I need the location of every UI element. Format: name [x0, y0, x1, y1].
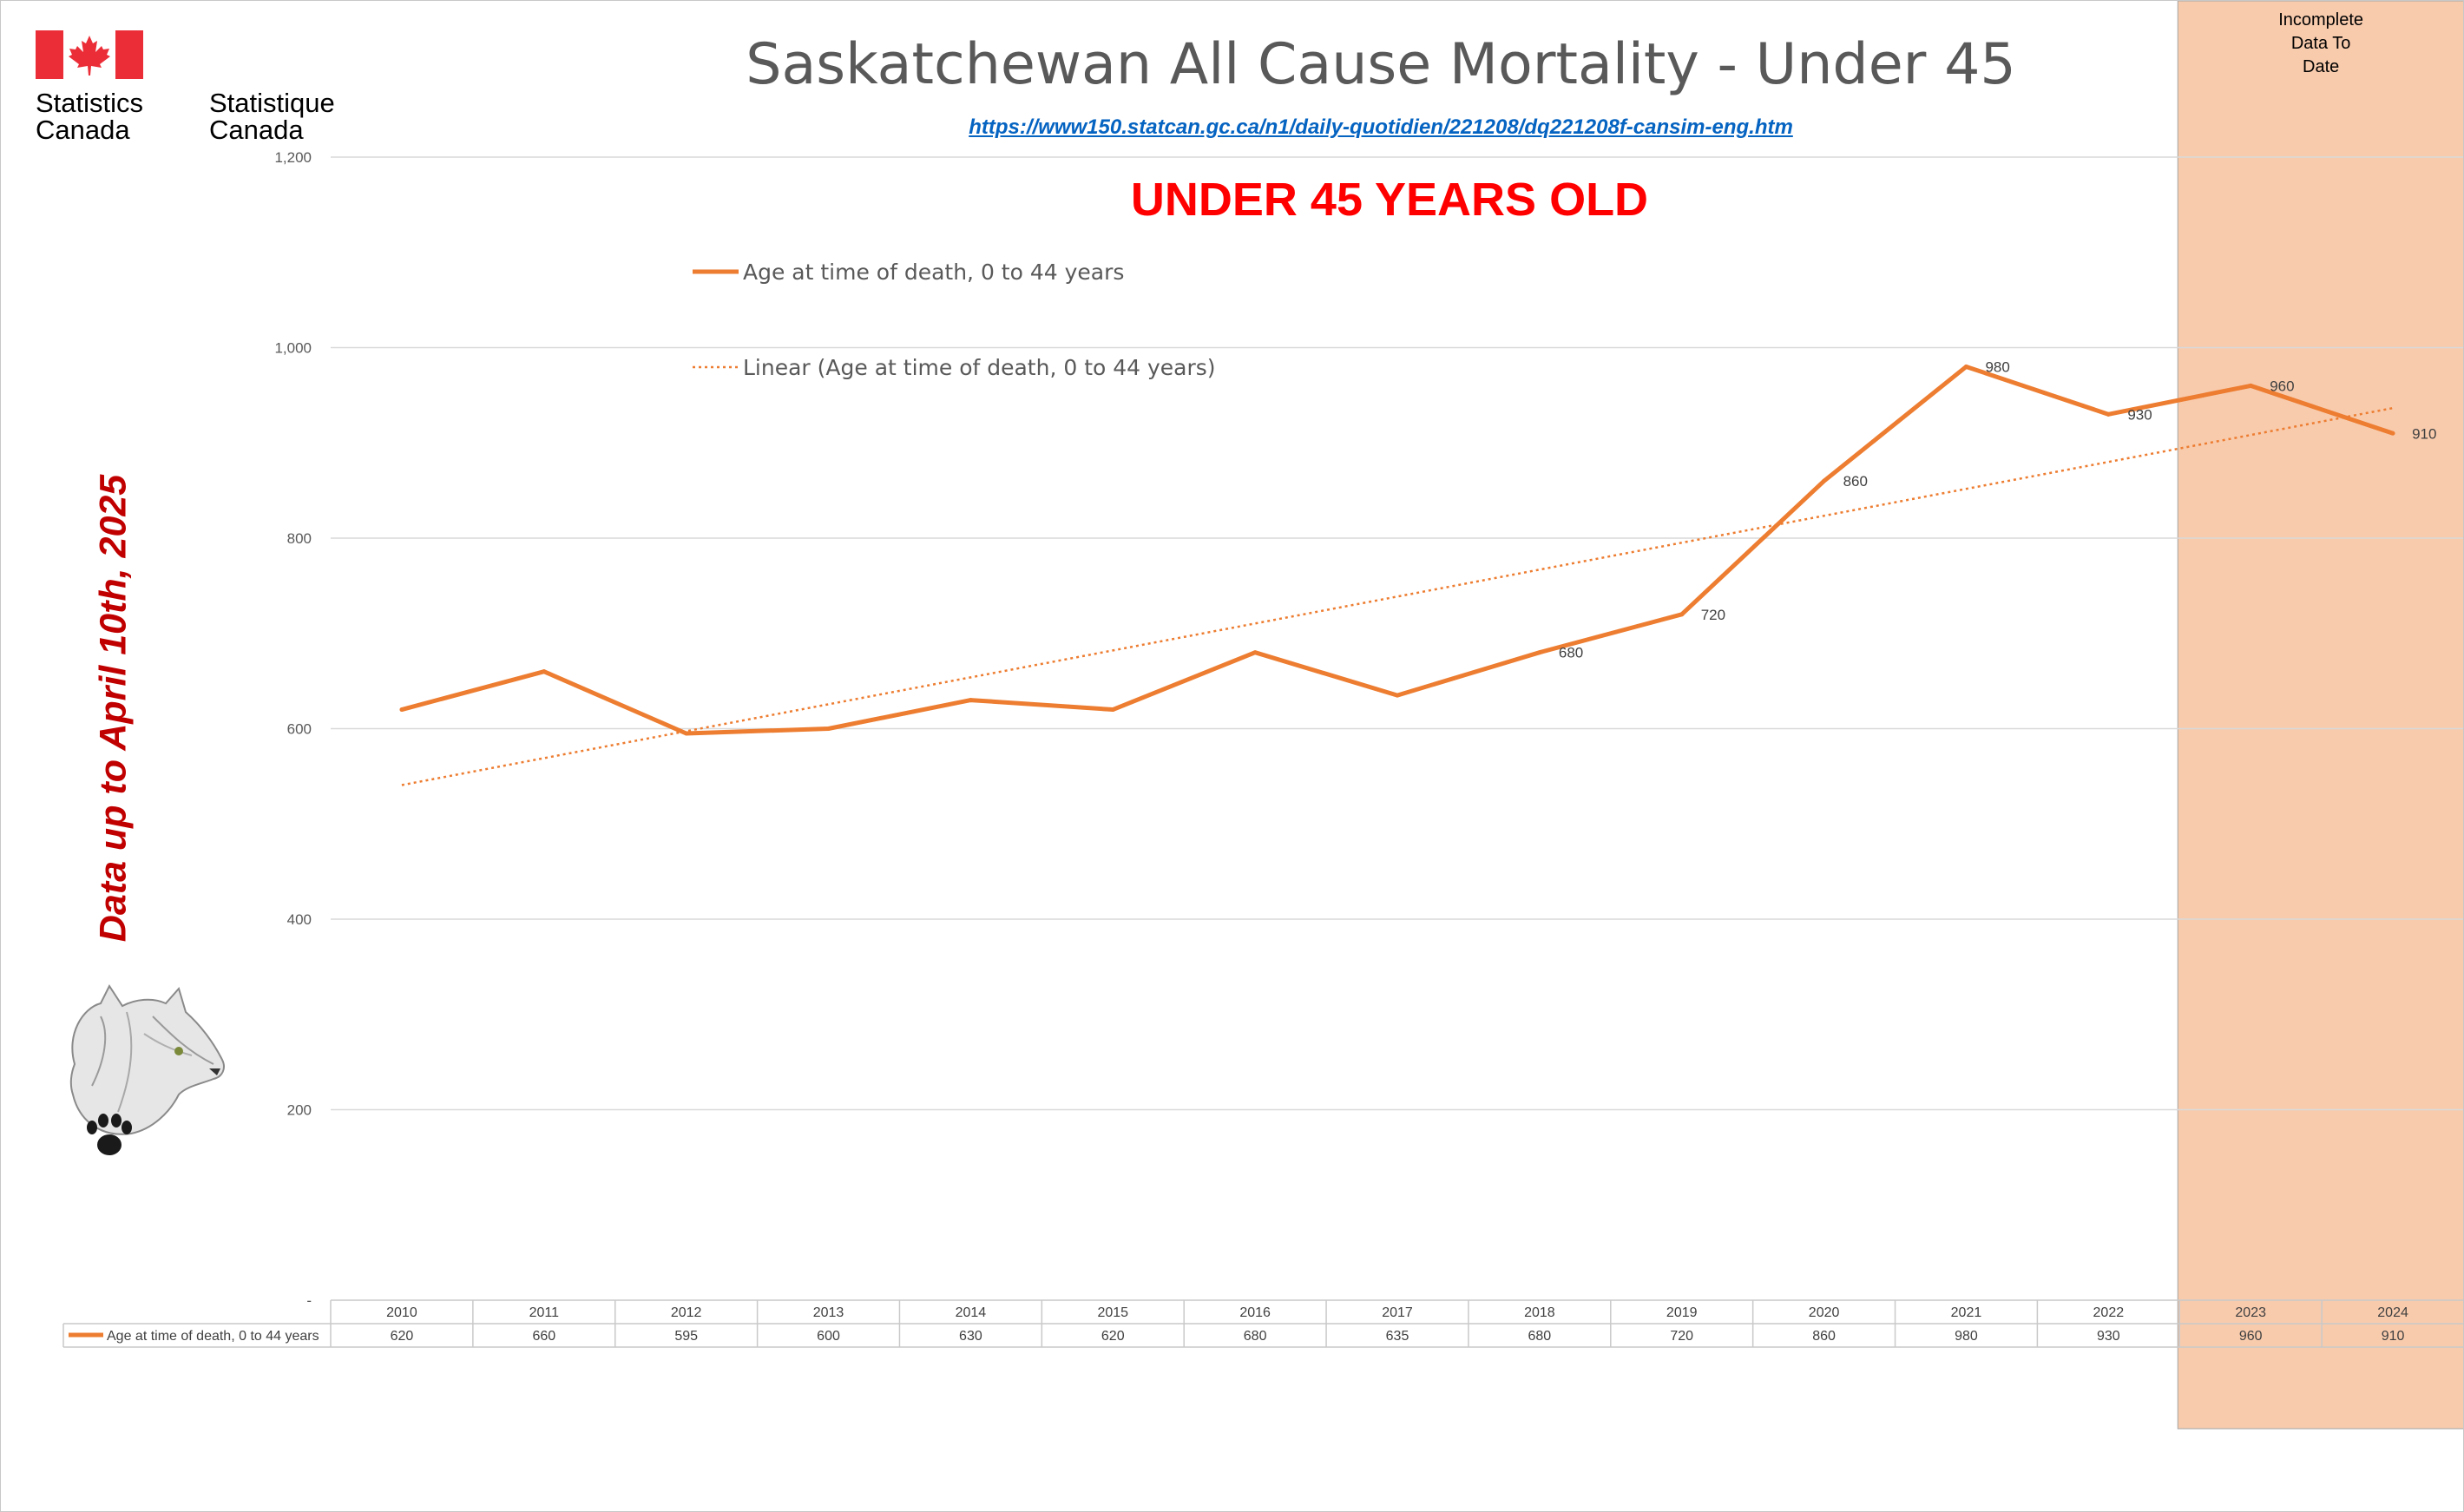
data-point	[684, 731, 689, 736]
y-tick-label: 1,200	[274, 149, 312, 166]
x-tick-label: 2010	[386, 1305, 417, 1320]
y-tick-label: -	[306, 1292, 312, 1309]
x-tick-label: 2022	[2093, 1305, 2125, 1320]
data-label: 720	[1701, 607, 1725, 623]
maple-leaf-icon	[69, 36, 110, 76]
x-tick-label: 2012	[671, 1305, 702, 1320]
incomplete-band-label: Incomplete	[2278, 10, 2363, 30]
x-tick-label: 2016	[1239, 1305, 1271, 1320]
data-point	[1395, 693, 1400, 698]
data-point	[542, 669, 547, 674]
x-tick-label: 2018	[1524, 1305, 1555, 1320]
data-point	[2106, 411, 2111, 417]
data-point	[826, 726, 831, 731]
data-point	[1679, 612, 1685, 617]
table-cell: 680	[1528, 1329, 1552, 1344]
table-cell: 630	[959, 1329, 982, 1344]
chart-subtitle: UNDER 45 YEARS OLD	[1130, 174, 1649, 226]
logo-french: Statistique Canada	[209, 89, 335, 143]
data-point	[1537, 650, 1542, 655]
table-cell: 910	[2382, 1329, 2405, 1344]
table-cell: 930	[2097, 1329, 2120, 1344]
flag-left-bar	[36, 30, 63, 79]
data-point	[2248, 383, 2253, 388]
x-tick-label: 2024	[2377, 1305, 2408, 1320]
chart-title: Saskatchewan All Cause Mortality - Under…	[746, 32, 2016, 97]
table-cell: 720	[1670, 1329, 1693, 1344]
x-tick-label: 2017	[1382, 1305, 1413, 1320]
data-point	[1963, 364, 1968, 369]
series-line	[401, 364, 2394, 736]
data-point	[1110, 707, 1115, 713]
data-label: 960	[2270, 378, 2294, 394]
incomplete-band-label: Data To	[2291, 34, 2351, 53]
table-cell: 960	[2239, 1329, 2263, 1344]
side-note-text: Data up to April 10th, 2025	[92, 474, 135, 943]
data-label: 860	[1843, 473, 1868, 490]
data-label: 680	[1559, 645, 1583, 661]
table-cell: 660	[532, 1329, 555, 1344]
data-point	[1822, 478, 1827, 483]
table-cell: 980	[1955, 1329, 1978, 1344]
x-tick-label: 2023	[2235, 1305, 2266, 1320]
y-tick-label: 800	[287, 530, 312, 547]
x-tick-label: 2014	[956, 1305, 987, 1320]
flag-right-bar	[115, 30, 143, 79]
table-series-name: Age at time of death, 0 to 44 years	[107, 1329, 319, 1344]
source-link[interactable]: https://www150.statcan.gc.ca/n1/daily-qu…	[969, 115, 1793, 139]
data-point	[968, 698, 973, 703]
legend-series-label: Age at time of death, 0 to 44 years	[743, 260, 1124, 285]
data-point	[399, 707, 404, 713]
legend-trend-label: Linear (Age at time of death, 0 to 44 ye…	[743, 355, 1216, 380]
y-tick-label: 600	[287, 721, 312, 738]
x-tick-label: 2015	[1097, 1305, 1128, 1320]
data-point	[2390, 431, 2395, 436]
data-label: 930	[2127, 406, 2152, 423]
incomplete-band-label: Date	[2303, 57, 2339, 76]
x-tick-label: 2020	[1809, 1305, 1840, 1320]
logo-english-line2: Canada	[36, 115, 130, 145]
y-tick-label: 400	[287, 911, 312, 928]
canada-flag-icon	[36, 30, 143, 79]
x-tick-label: 2021	[1951, 1305, 1982, 1320]
table-cell: 680	[1244, 1329, 1267, 1344]
data-label: 910	[2412, 425, 2436, 442]
y-tick-label: 200	[287, 1102, 312, 1119]
y-tick-label: 1,000	[274, 340, 312, 357]
logo-english-line1: Statistics	[36, 88, 144, 118]
data-label: 980	[1985, 358, 2009, 375]
table-cell: 635	[1386, 1329, 1409, 1344]
paw-print-icon	[87, 1114, 132, 1155]
logo-english: Statistics Canada	[36, 89, 143, 143]
x-tick-label: 2011	[529, 1305, 560, 1320]
data-point	[1252, 650, 1258, 655]
wolf-head-icon	[69, 983, 225, 1155]
table-cell: 620	[391, 1329, 414, 1344]
table-cell: 600	[817, 1329, 840, 1344]
table-cell: 595	[674, 1329, 698, 1344]
incomplete-data-band	[2177, 1, 2463, 1430]
x-tick-label: 2019	[1666, 1305, 1698, 1320]
logo-french-line2: Canada	[209, 115, 304, 145]
x-tick-label: 2013	[813, 1305, 844, 1320]
table-cell: 860	[1812, 1329, 1836, 1344]
logo-french-line1: Statistique	[209, 88, 335, 118]
table-cell: 620	[1101, 1329, 1125, 1344]
